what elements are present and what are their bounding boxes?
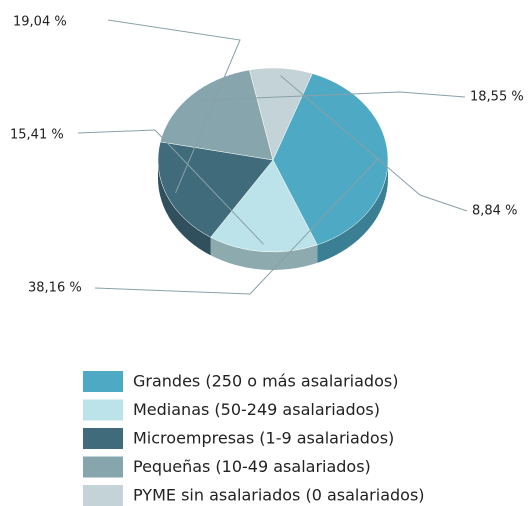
legend-swatch — [83, 456, 123, 478]
legend-label: Medianas (50-249 asalariados) — [133, 400, 380, 419]
value-label: 18,55 % — [470, 90, 524, 105]
leader-line — [77, 129, 264, 245]
legend-label: Microempresas (1-9 asalariados) — [133, 429, 394, 448]
legend-swatch — [83, 371, 123, 392]
leader-line — [197, 91, 466, 101]
slice-side — [158, 160, 211, 256]
slice-side-shade — [317, 160, 388, 263]
slice — [210, 159, 318, 253]
leader-line — [107, 19, 241, 194]
value-label: 19,04 % — [13, 15, 67, 30]
leader-line — [280, 75, 468, 212]
slice-side — [210, 237, 318, 270]
slice — [249, 67, 313, 161]
legend: Grandes (250 o más asalariados) Medianas … — [83, 371, 425, 506]
value-label: 38,16 % — [28, 281, 82, 296]
slice-side-shade — [210, 237, 318, 270]
legend-swatch — [83, 428, 123, 449]
pie-sides — [158, 160, 388, 270]
value-label: 8,84 % — [472, 204, 517, 219]
legend-swatch — [83, 485, 123, 506]
pie-tops — [157, 67, 389, 253]
slice — [272, 73, 389, 246]
legend-label: Pequeñas (10-49 asalariados) — [133, 457, 371, 476]
legend-label: Grandes (250 o más asalariados) — [133, 372, 398, 391]
legend-label: PYME sin asalariados (0 asalariados) — [133, 486, 425, 505]
slice-side — [317, 160, 388, 263]
legend-swatch — [83, 399, 123, 421]
value-label: 15,41 % — [10, 128, 64, 143]
slice-labels: 38,16 % 15,41 % 19,04 % 18,55 % 8,84 % — [10, 15, 524, 296]
slice-side-shade — [158, 160, 211, 256]
slice — [159, 69, 274, 161]
leader-line — [94, 157, 380, 295]
